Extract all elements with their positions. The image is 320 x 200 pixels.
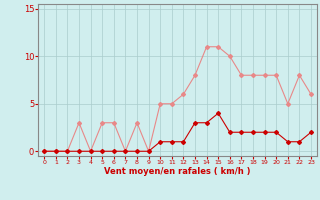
X-axis label: Vent moyen/en rafales ( km/h ): Vent moyen/en rafales ( km/h ) xyxy=(104,167,251,176)
